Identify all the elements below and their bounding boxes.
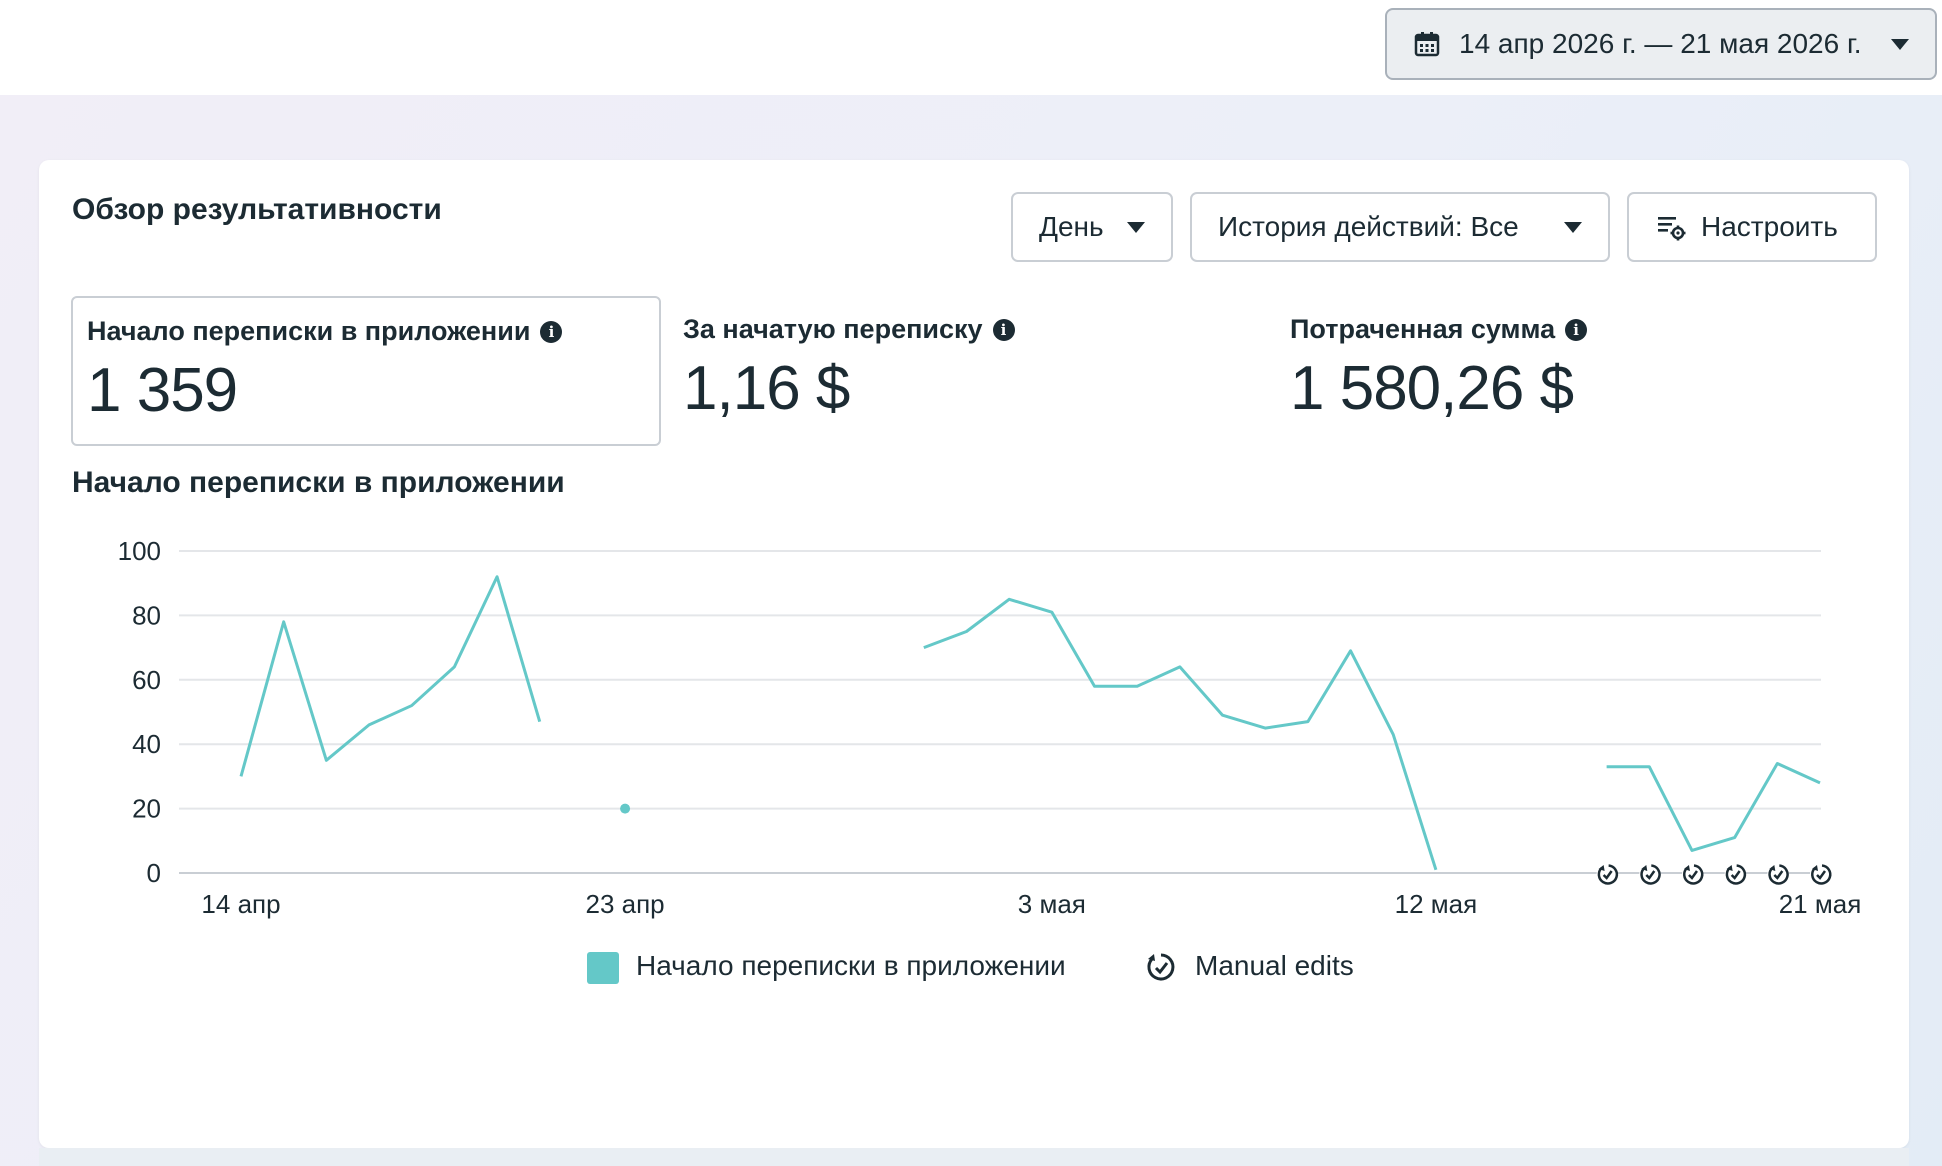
metric-label-text: За начатую переписку	[683, 314, 983, 344]
chevron-down-icon	[1127, 221, 1145, 233]
manual-edit-marker-icon[interactable]	[1724, 864, 1747, 885]
info-icon[interactable]: i	[540, 320, 563, 343]
activity-history-dropdown[interactable]: История действий: Все	[1190, 192, 1610, 262]
customize-label: Настроить	[1701, 211, 1838, 242]
customize-button[interactable]: Настроить	[1627, 192, 1877, 262]
metric-label-text: Потраченная сумма	[1290, 314, 1556, 344]
chart-gridlines	[179, 550, 1821, 874]
line-chart: 0 20 40 60 80 100 14 апр 23 апр 3 мая 12 мая 21 м…	[118, 536, 1862, 919]
manual-edits-icon	[1147, 953, 1175, 981]
series-line-segment	[239, 575, 542, 777]
granularity-label: День	[1039, 211, 1104, 242]
chart-title: Начало переписки в приложении	[72, 466, 565, 499]
metric-tile-cost-per-conversation[interactable]: За начатую переписку i 1,16 $	[683, 296, 1243, 446]
info-icon[interactable]: i	[992, 318, 1015, 341]
series-line-segment	[1606, 762, 1821, 852]
x-axis-ticks: 14 апр 23 апр 3 мая 12 мая 21 мая	[201, 889, 1861, 919]
legend-manual-edits-label: Manual edits	[1195, 950, 1354, 981]
x-tick-label: 12 мая	[1395, 889, 1478, 919]
y-tick-label: 60	[132, 665, 161, 695]
next-card-edge	[39, 1148, 1909, 1166]
manual-edit-marker-icon[interactable]	[1810, 864, 1832, 885]
y-tick-label: 20	[132, 794, 161, 824]
series-point[interactable]	[620, 803, 631, 814]
manual-edit-markers	[1596, 864, 1832, 885]
manual-edit-marker-icon[interactable]	[1681, 864, 1704, 885]
manual-edit-marker-icon[interactable]	[1767, 864, 1789, 885]
metric-value: 1,16 $	[683, 354, 850, 423]
card-title: Обзор результативности	[72, 193, 442, 226]
series-line-segment	[923, 597, 1438, 871]
metric-tile-amount-spent[interactable]: Потраченная сумма i 1 580,26 $	[1290, 296, 1850, 446]
y-axis-ticks: 0 20 40 60 80 100	[118, 536, 161, 888]
metric-label: За начатую переписку i	[683, 314, 1243, 345]
settings-sliders-icon	[1658, 217, 1686, 241]
metric-label: Потраченная сумма i	[1290, 314, 1850, 345]
chevron-down-icon	[1891, 38, 1909, 50]
y-tick-label: 80	[132, 600, 161, 630]
manual-edit-marker-icon[interactable]	[1596, 864, 1619, 885]
legend-series-label: Начало переписки в приложении	[636, 950, 1066, 981]
x-tick-label: 3 мая	[1018, 889, 1086, 919]
metric-value: 1 580,26 $	[1290, 354, 1574, 423]
info-icon[interactable]: i	[1565, 318, 1588, 341]
y-tick-label: 0	[147, 858, 161, 888]
performance-overview-card: Обзор результативности День История дейс…	[39, 160, 1909, 1148]
x-tick-label: 14 апр	[201, 889, 280, 919]
manual-edit-marker-icon[interactable]	[1639, 864, 1661, 885]
chart-legend: Начало переписки в приложении Manual edi…	[39, 950, 1909, 994]
metric-value: 1 359	[87, 356, 238, 425]
metric-tile-conversations[interactable]: Начало переписки в приложении i 1 359	[71, 296, 661, 446]
chart-series	[239, 575, 1821, 871]
metric-label-text: Начало переписки в приложении	[87, 316, 531, 346]
date-range-picker[interactable]: 14 апр 2026 г. — 21 мая 2026 г.	[1385, 8, 1937, 80]
granularity-dropdown[interactable]: День	[1011, 192, 1173, 262]
x-tick-label: 21 мая	[1779, 889, 1862, 919]
y-tick-label: 100	[118, 536, 161, 566]
legend-swatch	[587, 952, 619, 984]
activity-history-label: История действий: Все	[1218, 211, 1519, 242]
date-range-label: 14 апр 2026 г. — 21 мая 2026 г.	[1459, 28, 1862, 59]
y-tick-label: 40	[132, 729, 161, 759]
chevron-down-icon	[1564, 221, 1582, 233]
calendar-icon	[1414, 32, 1440, 57]
metric-label: Начало переписки в приложении i	[87, 316, 645, 347]
x-tick-label: 23 апр	[586, 889, 665, 919]
